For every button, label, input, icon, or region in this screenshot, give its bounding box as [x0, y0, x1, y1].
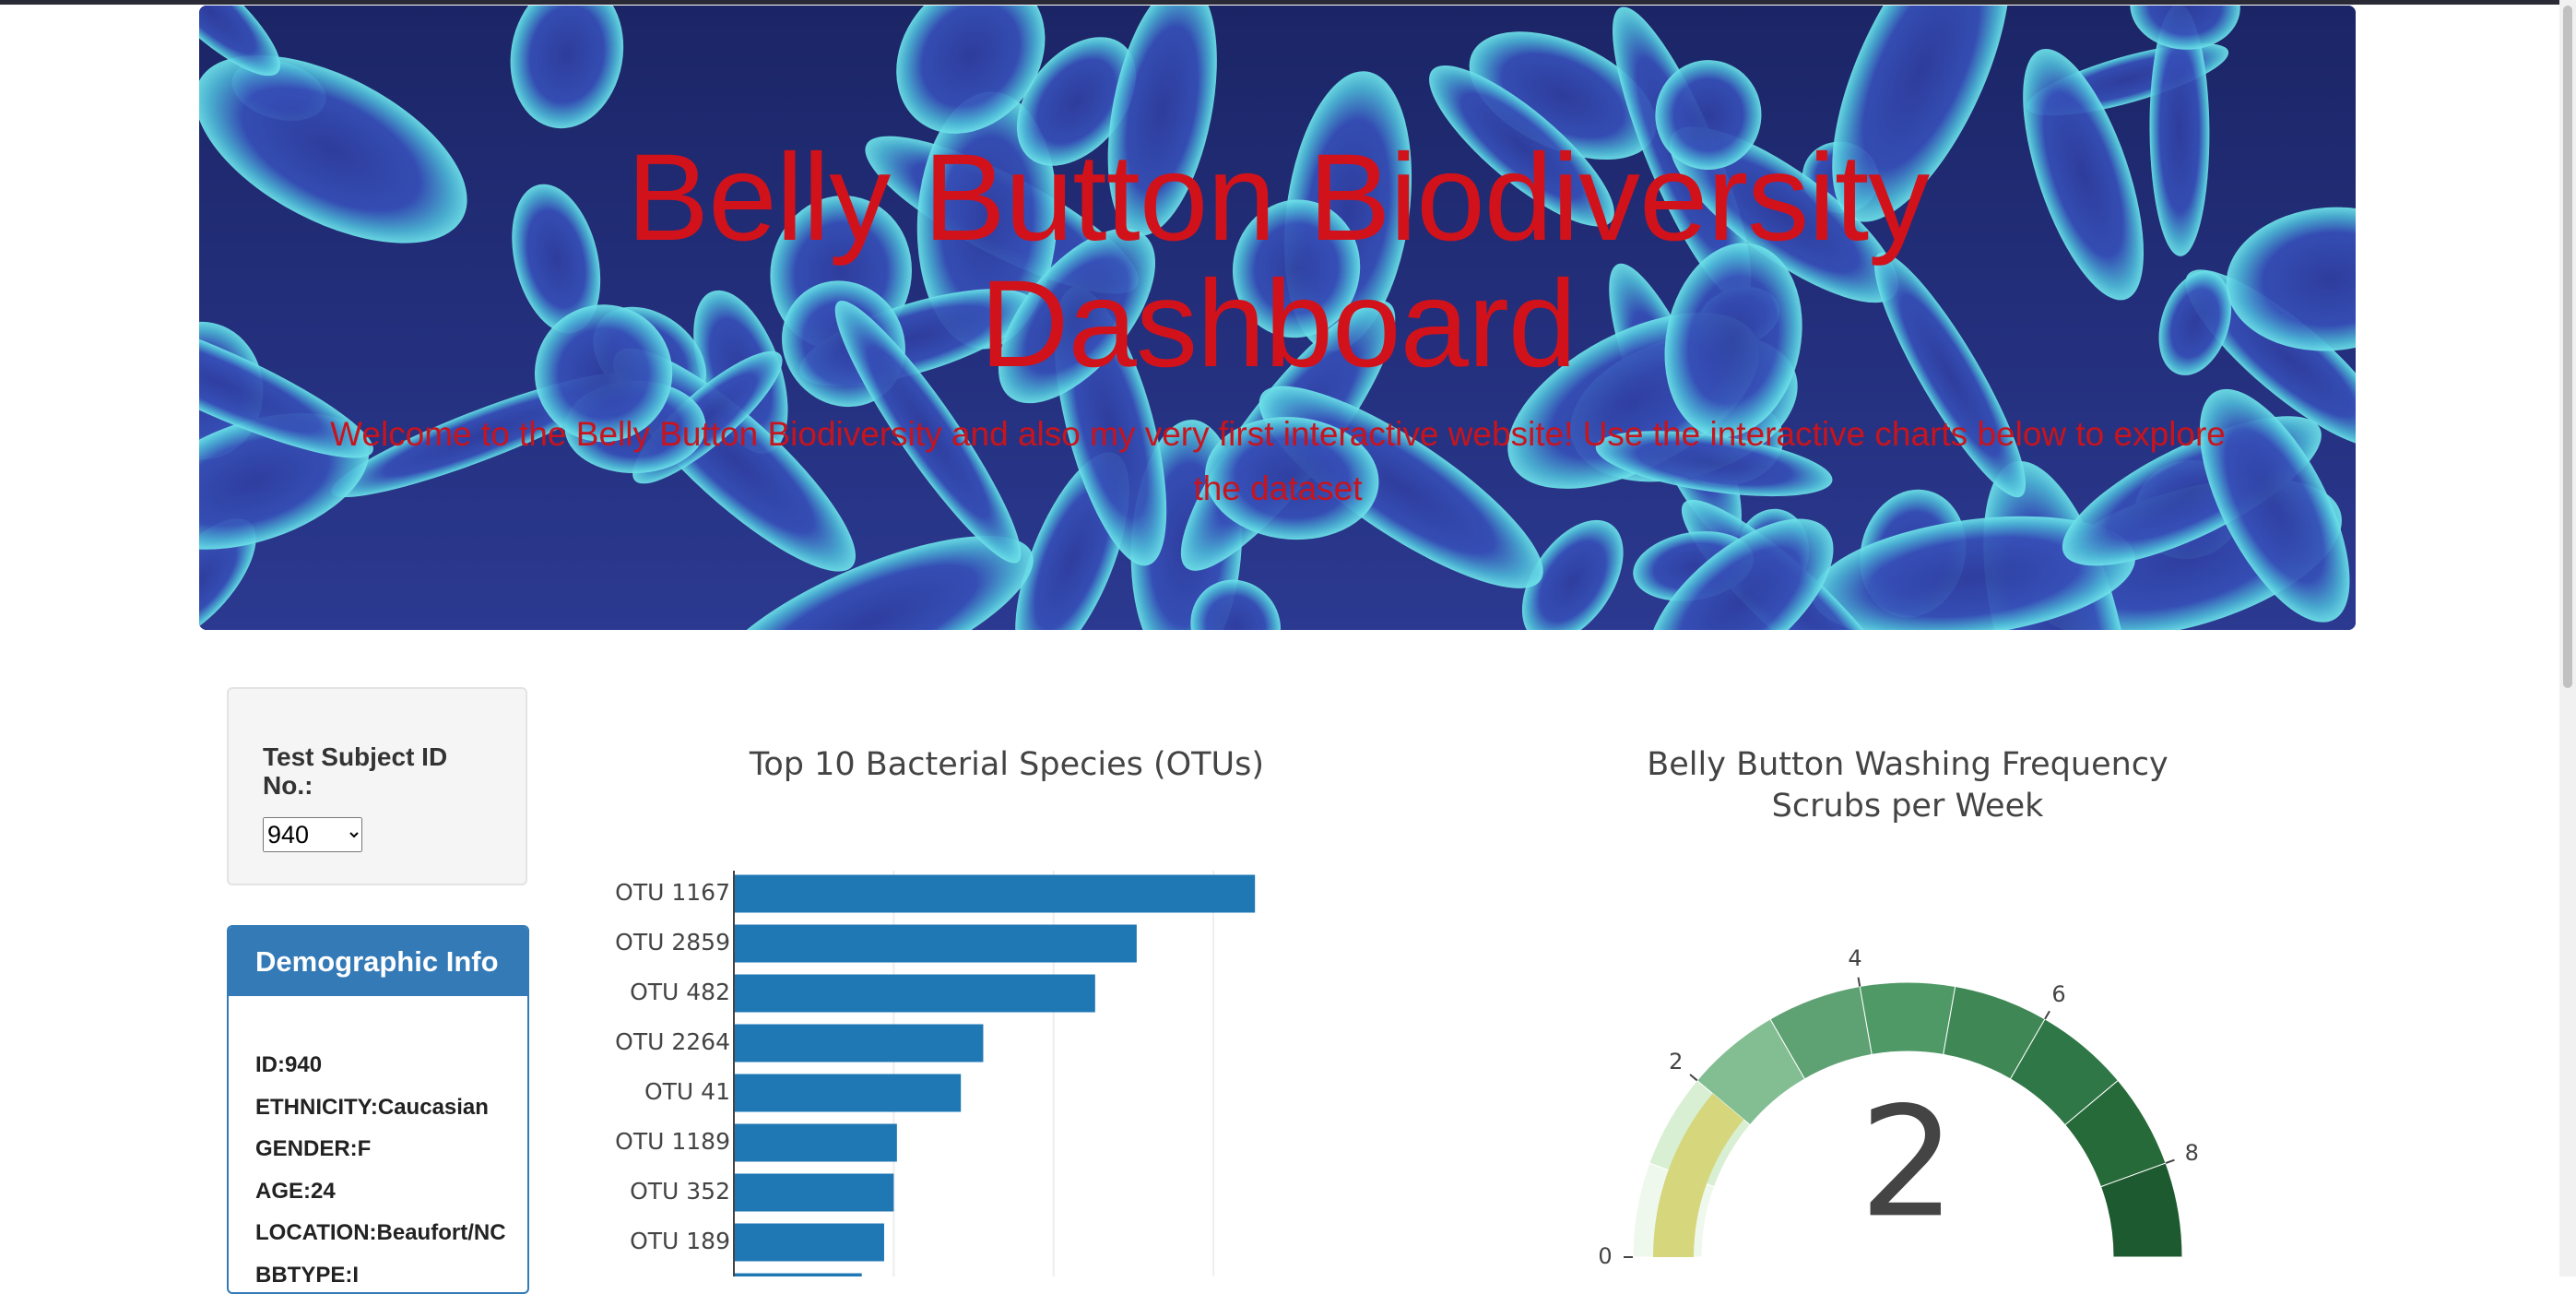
bacterium [2158, 270, 2232, 375]
bacterium [1874, 252, 2027, 498]
y-tick-label: OTU 2264 [615, 1028, 730, 1055]
bacterium [1812, 516, 2135, 630]
bar [734, 924, 1137, 963]
bacterium [1664, 243, 1802, 438]
gauge-tick [2044, 1010, 2050, 1020]
bacterium [199, 308, 373, 458]
demographic-panel: Demographic Info ID:940 ETHNICITY:Caucasi… [227, 925, 529, 1294]
y-tick-label: OTU 189 [630, 1228, 730, 1254]
banner-art [199, 6, 2356, 630]
gauge-tick-label: 8 [2185, 1140, 2199, 1166]
gauge-tick-label: 0 [1598, 1243, 1612, 1269]
bacterium [1232, 199, 1361, 338]
bar [734, 1223, 884, 1262]
selector-label: Test Subject ID No.: [263, 742, 448, 800]
bacterium [510, 6, 624, 129]
browser-top-bar [0, 0, 2576, 5]
bacterium [512, 184, 601, 334]
gauge-step [1859, 981, 1956, 1055]
chart-title: Belly Button Washing Frequency [1647, 746, 2168, 783]
subject-select[interactable]: 940 [263, 817, 362, 852]
demographic-row: ETHNICITY:Caucasian [255, 1094, 489, 1120]
bacterium [709, 536, 1034, 630]
demographic-row: LOCATION:Beaufort/NC [255, 1220, 506, 1246]
bacterium [199, 54, 467, 243]
bacterium [199, 6, 281, 77]
bar [734, 1074, 962, 1112]
bacterium [1648, 518, 1834, 630]
gauge-tick-label: 4 [1848, 945, 1861, 971]
bar [734, 1273, 862, 1276]
bacterium [1669, 126, 1898, 303]
bacterium [2023, 48, 2145, 301]
bacterium [998, 228, 1156, 404]
bacterium [1655, 60, 1762, 171]
gauge-step [2099, 1162, 2183, 1258]
chart-title: Top 10 Bacterial Species (OTUs) [749, 746, 1264, 783]
selector-panel: Test Subject ID No.: 940 [227, 687, 527, 885]
bacterium [916, 91, 1058, 350]
bar [734, 974, 1095, 1013]
scrollbar [2559, 0, 2576, 1276]
gauge-value: 2 [1860, 1074, 1956, 1251]
y-tick-label: OTU 41 [644, 1078, 730, 1105]
bar [734, 1024, 984, 1063]
bacterium [2226, 207, 2356, 351]
bacterium [1832, 6, 2011, 222]
bacterium [1595, 431, 1833, 497]
gauge-tick-label: 6 [2051, 981, 2065, 1007]
demographic-row: AGE:24 [255, 1178, 336, 1204]
charts: Top 10 Bacterial Species (OTUs) OTU 1167 O… [615, 746, 2199, 1276]
bacterium [1521, 519, 1624, 630]
bar [734, 874, 1256, 913]
bacterium [1429, 65, 1614, 227]
y-tick-label: OTU 482 [630, 979, 730, 1005]
page-title: Belly Button Biodiversity Dashboard [626, 129, 1930, 393]
bacterium [1205, 417, 1379, 540]
demographic-row: GENDER:F [255, 1136, 372, 1162]
y-tick-label: OTU 352 [630, 1178, 730, 1205]
gauge-bar [1653, 1093, 1744, 1257]
gauge-tick [2165, 1158, 2175, 1165]
bacterium [199, 518, 256, 630]
demographic-list: ID:940 ETHNICITY:Caucasian GENDER:F AGE:24 L… [255, 1044, 506, 1292]
y-tick-label: OTU 1167 [615, 879, 730, 906]
demographic-title: Demographic Info [229, 927, 527, 996]
bacterium [896, 6, 1046, 134]
demographic-row: ID:940 [255, 1052, 323, 1077]
bar [734, 1123, 897, 1162]
bacterium [2149, 6, 2210, 256]
bacterium [534, 304, 673, 443]
bacterium [2199, 388, 2350, 623]
banner: Belly Button Biodiversity Dashboard Welc… [199, 6, 2356, 630]
gauge-tick-label: 2 [1669, 1049, 1683, 1074]
bacterium [1107, 6, 1217, 236]
gauge-tick [1857, 977, 1861, 987]
page-subtitle: Welcome to the Belly Button Biodiversity… [330, 415, 2226, 507]
y-tick-label: OTU 1189 [615, 1128, 730, 1155]
bacterium [834, 300, 1022, 564]
y-tick-label: OTU 2859 [615, 929, 730, 956]
chart-subtitle: Scrubs per Week [1772, 788, 2044, 825]
gauge-tick [1689, 1074, 1698, 1082]
bar [734, 1173, 894, 1212]
scrollbar-thumb[interactable] [2563, 6, 2572, 688]
bacterium [1016, 37, 1137, 166]
bacterium [2130, 6, 2240, 50]
bacterium [1190, 579, 1282, 630]
